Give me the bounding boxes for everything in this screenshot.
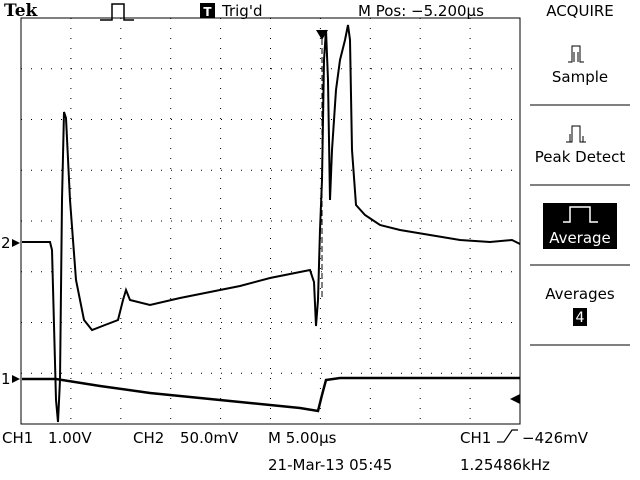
menu-separators	[530, 104, 630, 346]
trigger-type-icon	[100, 3, 134, 21]
frequency: 1.25486kHz	[460, 456, 550, 474]
menu-title: ACQUIRE	[546, 2, 614, 20]
ch2-arrow	[12, 239, 20, 247]
ch2-marker: 2	[1, 234, 11, 252]
ch2-trace	[22, 24, 521, 423]
trigger-icon-box	[200, 3, 215, 18]
average-highlight[interactable]	[543, 203, 617, 249]
ch2-label: CH2	[133, 429, 164, 447]
brand: Tek	[4, 1, 39, 21]
trigger-source: CH1	[460, 429, 491, 447]
average-icon	[563, 206, 598, 223]
menu-item[interactable]: Average	[549, 229, 611, 247]
position: M Pos: −5.200µs	[358, 2, 484, 20]
menu-item[interactable]: Peak Detect	[535, 148, 626, 166]
trigger-status: Trig'd	[221, 2, 262, 20]
peak-detect-icon	[566, 125, 586, 143]
trigger-level-marker	[510, 394, 520, 404]
trigger-position-marker	[316, 30, 328, 40]
averages-value-box	[573, 308, 587, 326]
ch2-scale: 50.0mV	[180, 429, 239, 447]
menu-item[interactable]: Sample	[552, 68, 608, 86]
averages-value[interactable]: 4	[576, 310, 585, 326]
ch1-scale: 1.00V	[48, 429, 92, 447]
timebase: M 5.00µs	[268, 429, 337, 447]
trigger-icon: T	[203, 5, 212, 19]
ch1-marker: 1	[1, 370, 11, 388]
date-time: 21-Mar-13 05:45	[268, 456, 392, 474]
trigger-slope-icon	[497, 429, 518, 443]
menu-item[interactable]: Averages	[545, 285, 615, 303]
ch1-trace	[22, 376, 520, 413]
trigger-level: −426mV	[522, 429, 589, 447]
graticule-grid	[21, 18, 520, 424]
ch1-arrow	[12, 375, 20, 383]
ch1-label: CH1	[2, 429, 33, 447]
sample-icon	[568, 45, 584, 63]
